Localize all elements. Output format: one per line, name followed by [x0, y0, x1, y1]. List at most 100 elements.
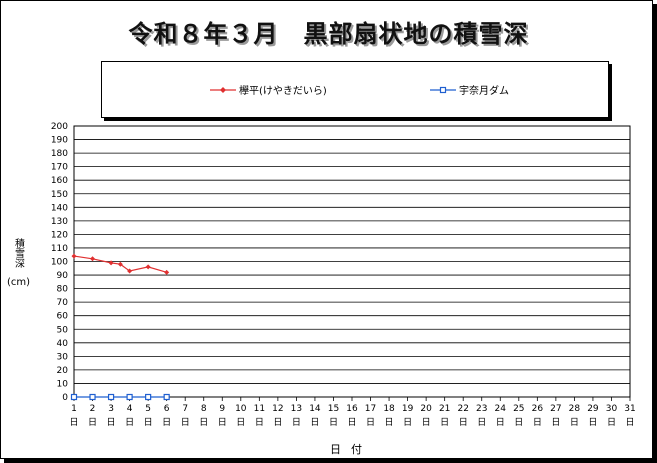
chart-title: 令和８年３月 黒部扇状地の積雪深 — [128, 20, 529, 48]
y-tick-label: 90 — [57, 271, 69, 281]
x-tick-label: 2 — [90, 404, 96, 414]
x-tick-label: 8 — [201, 404, 207, 414]
x-tick-label: 7 — [182, 404, 188, 414]
x-tick-label: 25 — [513, 404, 524, 414]
x-tick-day: 日 — [107, 417, 116, 428]
x-tick-day: 日 — [69, 417, 78, 428]
y-tick-label: 190 — [51, 136, 68, 146]
x-tick-label: 16 — [346, 404, 358, 414]
y-tick-label: 70 — [57, 298, 69, 308]
y-tick-label: 170 — [51, 163, 68, 173]
x-tick-label: 18 — [383, 404, 395, 414]
x-tick-day: 日 — [329, 417, 338, 428]
x-tick-label: 6 — [164, 404, 170, 414]
y-tick-label: 50 — [57, 325, 69, 335]
y-axis-title: 積雪深 — [12, 238, 24, 268]
y-tick-label: 160 — [51, 176, 68, 186]
data-point-1 — [126, 393, 133, 401]
x-tick-label: 27 — [550, 404, 561, 414]
y-tick-label: 0 — [62, 393, 68, 403]
x-tick-label: 13 — [291, 404, 302, 414]
x-tick-day: 日 — [144, 417, 153, 428]
y-tick-label: 120 — [51, 230, 68, 240]
legend-item-keyakidaira: 欅平(けやきだいら) — [210, 82, 327, 97]
x-tick-day: 日 — [588, 417, 597, 428]
x-tick-label: 1 — [71, 404, 77, 414]
x-tick-label: 14 — [309, 404, 321, 414]
x-tick-day: 日 — [218, 417, 227, 428]
x-tick-day: 日 — [125, 417, 134, 428]
y-tick-label: 40 — [57, 339, 69, 349]
x-tick-day: 日 — [162, 417, 171, 428]
data-point-1 — [70, 393, 78, 401]
x-tick-label: 22 — [457, 404, 468, 414]
x-tick-label: 28 — [569, 404, 581, 414]
x-tick-day: 日 — [533, 417, 542, 428]
x-tick-label: 30 — [606, 404, 618, 414]
y-tick-label: 200 — [51, 122, 68, 132]
x-tick-day: 日 — [496, 417, 505, 428]
x-tick-day: 日 — [236, 417, 245, 428]
y-tick-label: 20 — [57, 366, 69, 376]
x-tick-day: 日 — [440, 417, 449, 428]
y-tick-label: 130 — [51, 217, 68, 227]
x-tick-day: 日 — [385, 417, 394, 428]
x-tick-day: 日 — [292, 417, 301, 428]
x-tick-day: 日 — [625, 417, 634, 428]
x-tick-label: 24 — [495, 404, 507, 414]
x-tick-day: 日 — [199, 417, 208, 428]
legend-label-keyakidaira: 欅平(けやきだいら) — [239, 86, 327, 97]
x-tick-label: 11 — [254, 404, 265, 414]
x-tick-label: 26 — [532, 404, 544, 414]
legend-marker-keyakidaira — [210, 86, 236, 93]
y-tick-label: 110 — [51, 244, 68, 254]
x-tick-day: 日 — [310, 417, 319, 428]
legend-marker-unazuki-dam — [430, 86, 456, 93]
data-point-0 — [164, 269, 170, 275]
data-point-0 — [127, 268, 133, 274]
x-tick-label: 3 — [108, 404, 114, 414]
x-tick-day: 日 — [273, 417, 282, 428]
x-tick-day: 日 — [551, 417, 560, 428]
x-tick-label: 4 — [127, 404, 133, 414]
legend-item-unazuki-dam: 宇奈月ダム — [430, 82, 509, 97]
y-axis-label: 積雪深 (cm) — [7, 238, 31, 289]
x-tick-day: 日 — [88, 417, 97, 428]
y-tick-label: 80 — [57, 285, 69, 295]
y-tick-label: 30 — [57, 352, 69, 362]
y-tick-label: 140 — [51, 203, 68, 213]
x-axis-label: 日付 — [330, 443, 372, 456]
y-tick-label: 100 — [51, 258, 68, 268]
x-tick-day: 日 — [255, 417, 264, 428]
data-point-0 — [108, 260, 114, 266]
legend-label-unazuki-dam: 宇奈月ダム — [459, 86, 509, 97]
data-point-1 — [163, 393, 170, 401]
data-point-0 — [117, 261, 123, 267]
x-tick-day: 日 — [347, 417, 356, 428]
y-axis-unit: (cm) — [7, 277, 31, 288]
y-tick-label: 150 — [51, 190, 68, 200]
x-tick-day: 日 — [403, 417, 412, 428]
x-tick-label: 10 — [235, 404, 247, 414]
x-tick-day: 日 — [459, 417, 468, 428]
data-point-1 — [107, 393, 115, 401]
data-point-0 — [145, 264, 151, 270]
x-tick-label: 20 — [420, 404, 432, 414]
data-point-1 — [89, 393, 96, 401]
x-tick-label: 31 — [624, 404, 635, 414]
y-tick-label: 60 — [57, 312, 69, 322]
x-tick-day: 日 — [366, 417, 375, 428]
x-tick-day: 日 — [570, 417, 579, 428]
x-tick-label: 29 — [587, 404, 599, 414]
x-tick-label: 12 — [272, 404, 283, 414]
data-point-0 — [71, 253, 77, 259]
data-point-1 — [145, 393, 152, 401]
x-tick-day: 日 — [477, 417, 486, 428]
x-tick-day: 日 — [181, 417, 190, 428]
x-tick-day: 日 — [514, 417, 523, 428]
x-tick-label: 19 — [402, 404, 414, 414]
y-tick-label: 10 — [57, 379, 69, 389]
x-tick-day: 日 — [422, 417, 431, 428]
x-tick-label: 21 — [439, 404, 450, 414]
